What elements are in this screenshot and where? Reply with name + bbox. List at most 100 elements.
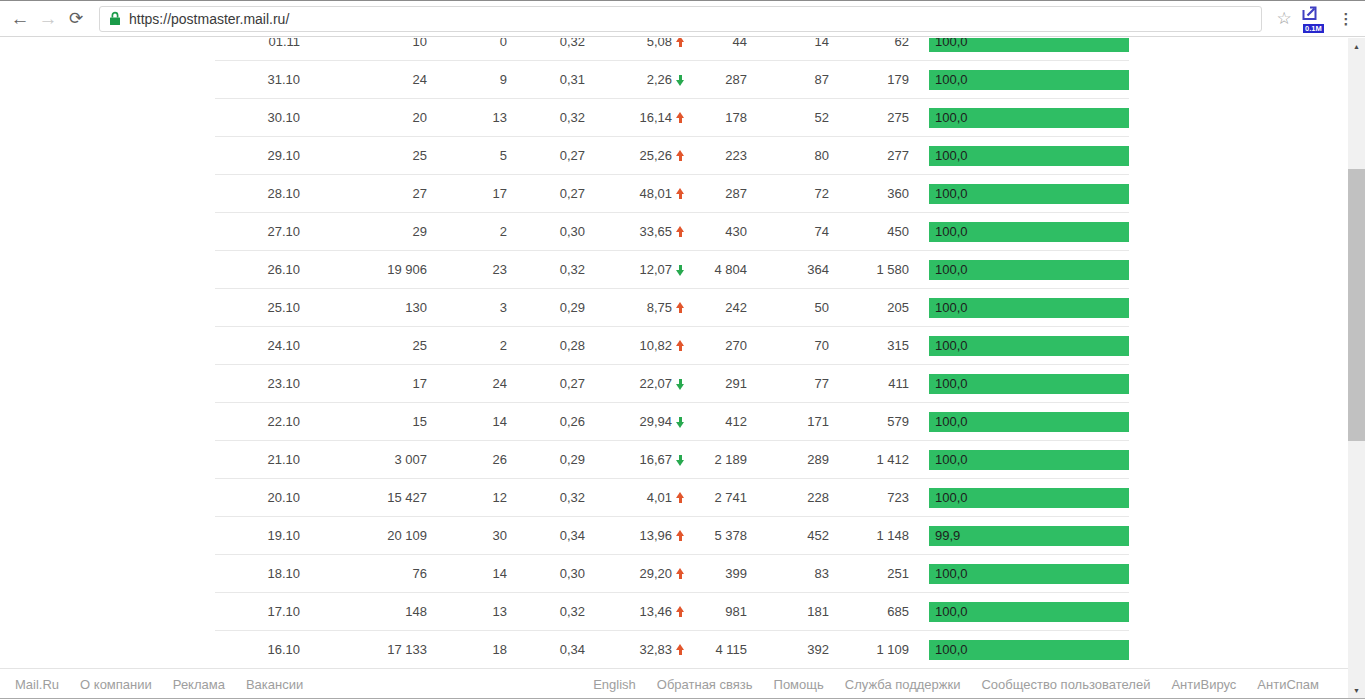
date-cell: 26.10	[215, 262, 300, 277]
bar-label: 100,0	[935, 338, 968, 353]
bar-label: 100,0	[935, 642, 968, 657]
percent-value: 2,26	[647, 72, 672, 87]
trend-arrow-icon	[676, 453, 685, 467]
percent-value: 16,14	[639, 110, 672, 125]
trend-arrow-icon	[676, 38, 685, 49]
footer-link[interactable]: Реклама	[173, 677, 225, 692]
footer-link[interactable]: English	[593, 677, 636, 692]
scrollbar-down-button[interactable]: ▼	[1348, 682, 1365, 698]
table-row: 18.10 76 14 0,30 29,20 399 83 251 100,0	[215, 555, 1129, 593]
date-cell: 21.10	[215, 452, 300, 467]
value-cell: 0,32	[507, 262, 585, 277]
table-row: 20.10 15 427 12 0,32 4,01 2 741 228 723 …	[215, 479, 1129, 517]
value-cell: 17	[300, 376, 427, 391]
value-cell: 1 580	[829, 262, 909, 277]
bookmark-star-icon[interactable]: ☆	[1271, 6, 1297, 32]
value-cell: 14	[747, 38, 829, 49]
table-row: 01.11 10 0 0,32 5,08 44 14 62 100,0	[215, 38, 1129, 61]
delivered-percent-bar: 100,0	[929, 108, 1129, 128]
bar-label: 100,0	[935, 604, 968, 619]
page-content: 01.11 10 0 0,32 5,08 44 14 62 100,0 31.1…	[0, 38, 1365, 668]
delivered-bar-track: 100,0	[929, 412, 1129, 432]
percent-value: 29,94	[639, 414, 672, 429]
back-button[interactable]: ←	[6, 5, 34, 33]
delivered-bar-track: 100,0	[929, 640, 1129, 660]
bar-label: 100,0	[935, 376, 968, 391]
delivered-bar-track: 100,0	[929, 374, 1129, 394]
value-cell: 179	[829, 72, 909, 87]
trend-arrow-icon	[676, 149, 685, 163]
date-cell: 17.10	[215, 604, 300, 619]
reload-button[interactable]: ⟳	[62, 5, 90, 33]
bar-label: 100,0	[935, 414, 968, 429]
delivered-percent-bar: 100,0	[929, 488, 1129, 508]
value-cell: 0,28	[507, 338, 585, 353]
percent-value: 5,08	[647, 38, 672, 49]
trend-arrow-icon	[676, 263, 685, 277]
url-text[interactable]: https://postmaster.mail.ru/	[129, 11, 289, 27]
value-cell: 287	[685, 186, 747, 201]
screenshot-extension-icon	[1301, 4, 1319, 22]
secure-lock-icon	[109, 11, 121, 26]
footer-link[interactable]: Обратная связь	[657, 677, 753, 692]
footer-link[interactable]: Mail.Ru	[15, 677, 59, 692]
address-bar[interactable]: https://postmaster.mail.ru/	[99, 6, 1262, 32]
value-cell: 228	[747, 490, 829, 505]
table-row: 22.10 15 14 0,26 29,94 412 171 579 100,0	[215, 403, 1129, 441]
footer-link[interactable]: АнтиВирус	[1171, 677, 1236, 692]
chrome-menu-button[interactable]: ⋮	[1333, 6, 1359, 32]
table-row: 29.10 25 5 0,27 25,26 223 80 277 100,0	[215, 137, 1129, 175]
scrollbar-thumb[interactable]	[1348, 169, 1365, 441]
table-row: 16.10 17 133 18 0,34 32,83 4 115 392 1 1…	[215, 631, 1129, 668]
bar-label: 100,0	[935, 224, 968, 239]
scrollbar-up-button[interactable]: ▲	[1348, 38, 1365, 54]
delivered-percent-bar: 100,0	[929, 374, 1129, 394]
footer-link[interactable]: Служба поддержки	[845, 677, 961, 692]
value-cell: 0,27	[507, 148, 585, 163]
date-cell: 19.10	[215, 528, 300, 543]
value-cell: 723	[829, 490, 909, 505]
bar-label: 100,0	[935, 186, 968, 201]
table-row: 25.10 130 3 0,29 8,75 242 50 205 100,0	[215, 289, 1129, 327]
value-cell: 4 115	[685, 642, 747, 657]
delivered-percent-bar: 100,0	[929, 222, 1129, 242]
vertical-scrollbar[interactable]: ▲ ▼	[1348, 38, 1365, 699]
percent-value: 25,26	[639, 148, 672, 163]
table-row: 26.10 19 906 23 0,32 12,07 4 804 364 1 5…	[215, 251, 1129, 289]
percent-value: 32,83	[639, 642, 672, 657]
forward-button[interactable]: →	[34, 5, 62, 33]
value-cell: 0,34	[507, 642, 585, 657]
value-cell: 685	[829, 604, 909, 619]
value-cell: 80	[747, 148, 829, 163]
trend-arrow-icon	[676, 529, 685, 543]
value-cell: 0,32	[507, 110, 585, 125]
value-cell: 223	[685, 148, 747, 163]
footer-link[interactable]: АнтиСпам	[1257, 677, 1319, 692]
value-cell: 452	[747, 528, 829, 543]
footer-link[interactable]: Помощь	[774, 677, 824, 692]
trend-arrow-icon	[676, 605, 685, 619]
extension-button[interactable]: 0.1M	[1301, 4, 1329, 34]
value-cell: 392	[747, 642, 829, 657]
value-cell: 579	[829, 414, 909, 429]
percent-change-cell: 4,01	[585, 490, 685, 505]
value-cell: 0,27	[507, 186, 585, 201]
footer-links-left: Mail.Ru О компании Реклама Вакансии	[15, 677, 324, 692]
date-cell: 01.11	[215, 38, 300, 49]
value-cell: 430	[685, 224, 747, 239]
value-cell: 15	[300, 414, 427, 429]
delivered-percent-bar: 100,0	[929, 602, 1129, 622]
value-cell: 18	[427, 642, 507, 657]
value-cell: 360	[829, 186, 909, 201]
footer-link[interactable]: Вакансии	[246, 677, 303, 692]
footer-link[interactable]: Сообщество пользователей	[981, 677, 1150, 692]
footer-link[interactable]: О компании	[80, 677, 152, 692]
trend-arrow-icon	[676, 339, 685, 353]
value-cell: 289	[747, 452, 829, 467]
value-cell: 25	[300, 338, 427, 353]
value-cell: 0,32	[507, 604, 585, 619]
percent-change-cell: 13,46	[585, 604, 685, 619]
value-cell: 0,26	[507, 414, 585, 429]
value-cell: 2	[427, 224, 507, 239]
date-cell: 25.10	[215, 300, 300, 315]
